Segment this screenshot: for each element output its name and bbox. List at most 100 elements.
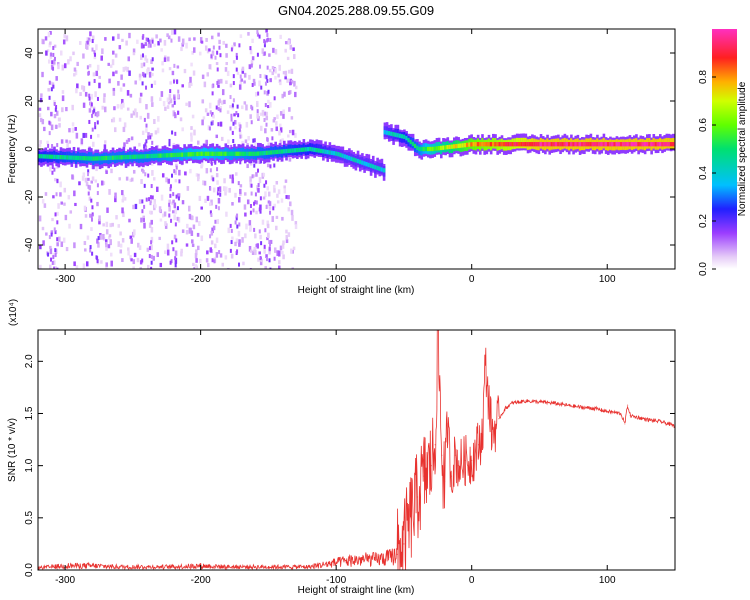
main-track-core	[165, 153, 169, 158]
branch-track-core	[611, 142, 614, 147]
noise-cell	[53, 266, 56, 269]
noise-cell	[271, 216, 274, 222]
noise-cell	[71, 127, 75, 133]
noise-cell	[138, 199, 142, 204]
noise-cell	[89, 213, 92, 218]
noise-cell	[171, 201, 174, 205]
noise-cell	[127, 56, 131, 62]
colorbar-tick-label: 0.6	[698, 118, 709, 132]
noise-cell	[144, 172, 147, 177]
noise-cell	[95, 255, 98, 260]
noise-cell	[216, 191, 219, 196]
noise-cell	[206, 112, 210, 116]
noise-cell	[53, 227, 56, 232]
noise-cell	[91, 39, 94, 44]
noise-cell	[174, 263, 177, 268]
noise-cell	[215, 134, 219, 139]
noise-cell	[287, 90, 291, 95]
noise-cell	[283, 188, 287, 194]
noise-cell	[261, 109, 265, 116]
noise-cell	[229, 126, 232, 131]
noise-cell	[112, 50, 115, 55]
noise-cell	[247, 136, 250, 141]
noise-cell	[122, 194, 125, 200]
noise-cell	[50, 257, 53, 262]
noise-cell	[82, 172, 86, 178]
noise-cell	[248, 74, 251, 80]
branch-track-core	[435, 146, 439, 151]
snr-point	[593, 407, 595, 409]
noise-cell	[224, 190, 227, 196]
noise-cell	[57, 203, 60, 209]
noise-cell	[47, 106, 50, 111]
y-tick-label: 40	[24, 47, 35, 59]
main-track-core	[306, 147, 310, 152]
noise-cell	[150, 59, 153, 64]
snr-line	[38, 330, 675, 570]
noise-cell	[260, 159, 263, 164]
noise-cell	[105, 221, 109, 228]
branch-track-core	[669, 142, 673, 147]
snr-point	[389, 556, 391, 559]
branch-track-core	[650, 142, 653, 147]
noise-cell	[215, 62, 219, 66]
snr-point	[504, 407, 507, 409]
noise-cell	[267, 142, 270, 146]
branch-track-core	[405, 136, 408, 141]
noise-cell	[56, 143, 59, 148]
noise-cell	[290, 116, 294, 120]
noise-cell	[238, 197, 241, 203]
noise-cell	[49, 248, 53, 255]
noise-cell	[150, 260, 153, 265]
branch-track-core	[444, 145, 447, 150]
noise-cell	[227, 139, 230, 144]
noise-cell	[122, 211, 125, 218]
branch-track-core	[526, 142, 530, 147]
noise-cell	[274, 67, 277, 74]
snr-point	[457, 465, 459, 467]
noise-cell	[258, 80, 261, 87]
noise-cell	[217, 206, 220, 211]
noise-cell	[150, 236, 154, 243]
noise-cell	[51, 60, 54, 65]
noise-cell	[132, 110, 136, 116]
noise-cell	[185, 42, 188, 49]
noise-cell	[90, 198, 93, 203]
noise-cell	[153, 119, 156, 125]
noise-cell	[159, 38, 162, 43]
noise-cell	[250, 104, 253, 109]
noise-cell	[139, 92, 143, 97]
noise-cell	[271, 136, 274, 141]
snr-point	[349, 560, 351, 562]
noise-cell	[125, 40, 128, 46]
main-track-core	[367, 162, 371, 168]
noise-cell	[231, 174, 234, 179]
noise-cell	[214, 55, 217, 60]
noise-cell	[266, 65, 269, 70]
noise-cell	[128, 32, 131, 39]
main-track-core	[289, 148, 293, 153]
noise-cell	[74, 202, 77, 207]
noise-cell	[163, 57, 167, 62]
noise-cell	[268, 240, 271, 245]
noise-cell	[125, 176, 129, 181]
noise-cell	[90, 227, 93, 232]
noise-cell	[254, 200, 257, 205]
noise-cell	[279, 111, 283, 116]
branch-track-core	[505, 142, 508, 147]
noise-cell	[289, 81, 292, 86]
main-track-core	[55, 154, 58, 160]
branch-track-core	[570, 142, 573, 147]
main-track-core	[98, 156, 102, 161]
branch-track-core	[617, 142, 621, 147]
noise-cell	[250, 191, 253, 196]
noise-cell	[94, 125, 97, 130]
noise-cell	[51, 217, 54, 222]
noise-cell	[80, 138, 84, 145]
noise-cell	[287, 39, 290, 45]
noise-cell	[147, 37, 150, 42]
noise-cell	[216, 167, 219, 172]
y-tick-label: 2.0	[24, 354, 35, 368]
noise-cell	[121, 38, 124, 42]
noise-cell	[230, 228, 233, 233]
